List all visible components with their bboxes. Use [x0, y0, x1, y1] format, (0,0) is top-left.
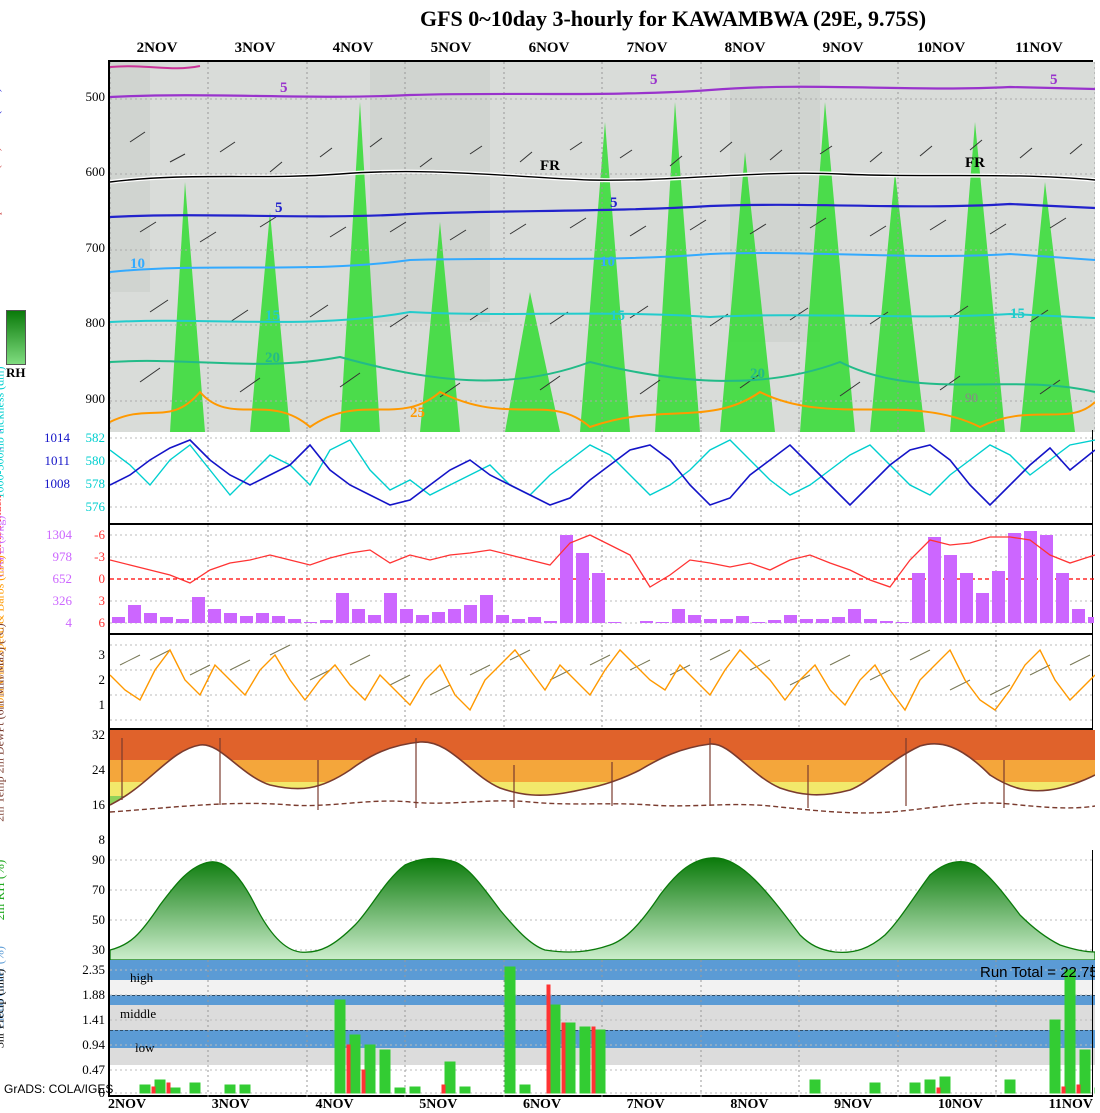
svg-text:FR: FR — [540, 158, 560, 174]
rh2m-chart — [110, 850, 1095, 960]
svg-text:5: 5 — [650, 72, 658, 88]
date-label: 7NOV — [598, 40, 696, 57]
date-label: 11NOV — [990, 40, 1088, 57]
thickness-slp-panel — [108, 430, 1093, 525]
top-date-axis: 2NOV 3NOV 4NOV 5NOV 6NOV 7NOV 8NOV 9NOV … — [108, 40, 1088, 57]
date-label: 3NOV — [206, 40, 304, 57]
thickness-slp-chart — [110, 430, 1095, 525]
panel3-axis-label: nd Lifted Index CAPE (J/kg) — [0, 525, 108, 635]
date-label: 6NOV — [500, 40, 598, 57]
temp-dewpt-panel — [108, 730, 1093, 850]
li-cape-chart — [110, 525, 1095, 635]
svg-text:5: 5 — [280, 80, 288, 96]
svg-text:10: 10 — [130, 256, 145, 272]
wind-speed-panel — [108, 635, 1093, 730]
svg-text:25: 25 — [410, 405, 425, 421]
precip-chart: Run Total = 22.75 — [110, 965, 1095, 1097]
li-cape-panel — [108, 525, 1093, 635]
date-label: 10NOV — [892, 40, 990, 57]
page-title: GFS 0~10day 3-hourly for KAWAMBWA (29E, … — [420, 6, 926, 32]
svg-text:90: 90 — [965, 390, 978, 405]
bottom-date-axis: 2NOV 3NOV 4NOV 5NOV 6NOV 7NOV 8NOV 9NOV … — [108, 1097, 1093, 1113]
rh2m-panel — [108, 850, 1093, 960]
panel6-axis-label: 2m RH (%) — [0, 850, 108, 960]
date-label: 5NOV — [402, 40, 500, 57]
svg-text:15: 15 — [265, 308, 280, 324]
panel5-axis-label: 2m Temp 2m DewPt (6hr Min/Max) (°C) — [0, 730, 108, 850]
wind-temp-rh-panel: 5 5 5 FR FR 5 5 10 10 15 15 15 20 20 25 … — [108, 60, 1093, 430]
svg-text:15: 15 — [610, 308, 625, 324]
rh2m-fill-area — [110, 858, 1095, 960]
panel4-axis-label: 10m Wind Speed & Barbs (m/s) — [0, 635, 108, 730]
svg-text:10: 10 — [600, 254, 615, 270]
svg-text:20: 20 — [750, 366, 765, 382]
panel8-axis-label: 3hr Precip (mm) — [0, 965, 108, 1097]
panel1-axis-label: Temperature (°C)Wind (m/s) (millibars) R… — [0, 60, 108, 430]
svg-text:15: 15 — [1010, 306, 1025, 322]
wind-speed-chart — [110, 635, 1095, 730]
run-total-label: Run Total = 22.75 — [980, 965, 1095, 981]
precip-panel-chart-wrap: Run Total = 22.75 — [108, 965, 1093, 1097]
grads-credit-label: GrADS: COLA/IGES — [4, 1082, 113, 1096]
temp-dewpt-chart — [110, 730, 1095, 850]
svg-text:FR: FR — [965, 155, 985, 171]
precip-bars-green — [140, 967, 1095, 1093]
svg-text:5: 5 — [1050, 72, 1058, 88]
svg-text:20: 20 — [265, 350, 280, 366]
panel2-axis-label: 1000-500mb thckness (dm) SLP (mb) — [0, 430, 108, 525]
svg-text:5: 5 — [610, 195, 618, 211]
date-label: 2NOV — [108, 40, 206, 57]
svg-text:5: 5 — [275, 200, 283, 216]
wind-temp-rh-chart: 5 5 5 FR FR 5 5 10 10 15 15 15 20 20 25 … — [110, 62, 1095, 432]
date-label: 8NOV — [696, 40, 794, 57]
date-label: 9NOV — [794, 40, 892, 57]
date-label: 4NOV — [304, 40, 402, 57]
rh-legend-swatch — [6, 310, 26, 365]
